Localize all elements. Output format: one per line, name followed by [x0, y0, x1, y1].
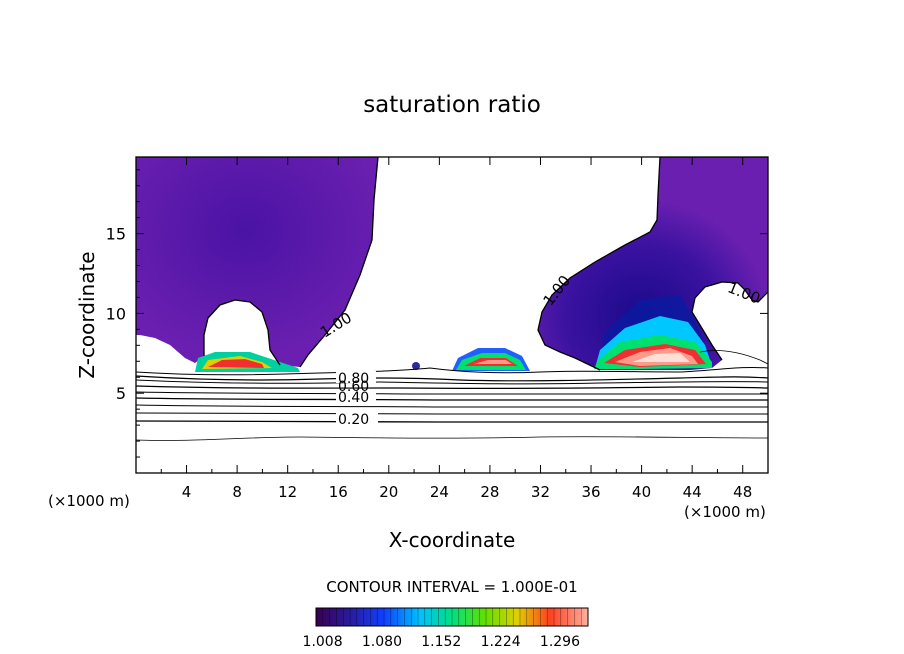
- colorbar-bands: [322, 608, 582, 626]
- x-tick-label: 8: [232, 483, 242, 501]
- y-tick-label: 10: [106, 304, 126, 323]
- x-tick-label: 16: [329, 483, 348, 501]
- x-axis: 4 8 12 16 20 24 28 32 36 40 44 48: [160, 157, 752, 501]
- subsat-contours: [136, 350, 768, 441]
- x-units-right: (×1000 m): [684, 503, 766, 521]
- chart-title: saturation ratio: [363, 92, 541, 118]
- salmon-core-mid: [474, 360, 512, 364]
- contour-1.00-left: [203, 157, 379, 368]
- contour-field: [136, 157, 768, 441]
- x-tick-label: 40: [632, 483, 651, 501]
- small-blob: [412, 362, 420, 370]
- x-axis-title: X-coordinate: [389, 528, 516, 552]
- colorbar-tick-label: 1.008: [303, 634, 343, 650]
- x-tick-label: 24: [430, 483, 449, 501]
- colorbar-tick-label: 1.296: [540, 634, 580, 650]
- contour-label: 0.80: [338, 371, 369, 387]
- supersat-region-left: [136, 157, 378, 367]
- x-tick-label: 44: [683, 483, 702, 501]
- y-tick-label: 5: [116, 384, 126, 403]
- x-tick-label: 36: [581, 483, 600, 501]
- x-tick-label: 12: [278, 483, 297, 501]
- contour-interval: CONTOUR INTERVAL = 1.000E-01: [326, 578, 577, 596]
- x-tick-label: 48: [733, 483, 752, 501]
- colorbar-tick-label: 1.224: [481, 634, 521, 650]
- colorbar: 1.008 1.080 1.152 1.224 1.296: [303, 607, 589, 650]
- x-tick-label: 28: [480, 483, 499, 501]
- y-axis-title: Z-coordinate: [75, 251, 99, 378]
- colorbar-tick-label: 1.080: [362, 634, 402, 650]
- x-tick-label: 4: [182, 483, 192, 501]
- contour-label: 0.20: [338, 412, 369, 428]
- x-tick-label: 20: [379, 483, 398, 501]
- y-axis: 5 10 15: [106, 169, 768, 458]
- colorbar-frame: [315, 607, 589, 627]
- contour-label: 0.40: [338, 390, 369, 406]
- y-tick-label: 15: [106, 225, 126, 244]
- x-tick-label: 32: [531, 483, 550, 501]
- contour-1.00-right: [537, 157, 768, 371]
- plot-frame: [135, 156, 769, 474]
- colorbar-tick-label: 1.152: [421, 634, 461, 650]
- colorbar-labels: 1.008 1.080 1.152 1.224 1.296: [303, 634, 581, 650]
- white-core-right: [632, 353, 690, 362]
- red-core-left: [208, 359, 264, 368]
- x-units-left: (×1000 m): [48, 492, 130, 510]
- supersat-region-right: [538, 157, 768, 370]
